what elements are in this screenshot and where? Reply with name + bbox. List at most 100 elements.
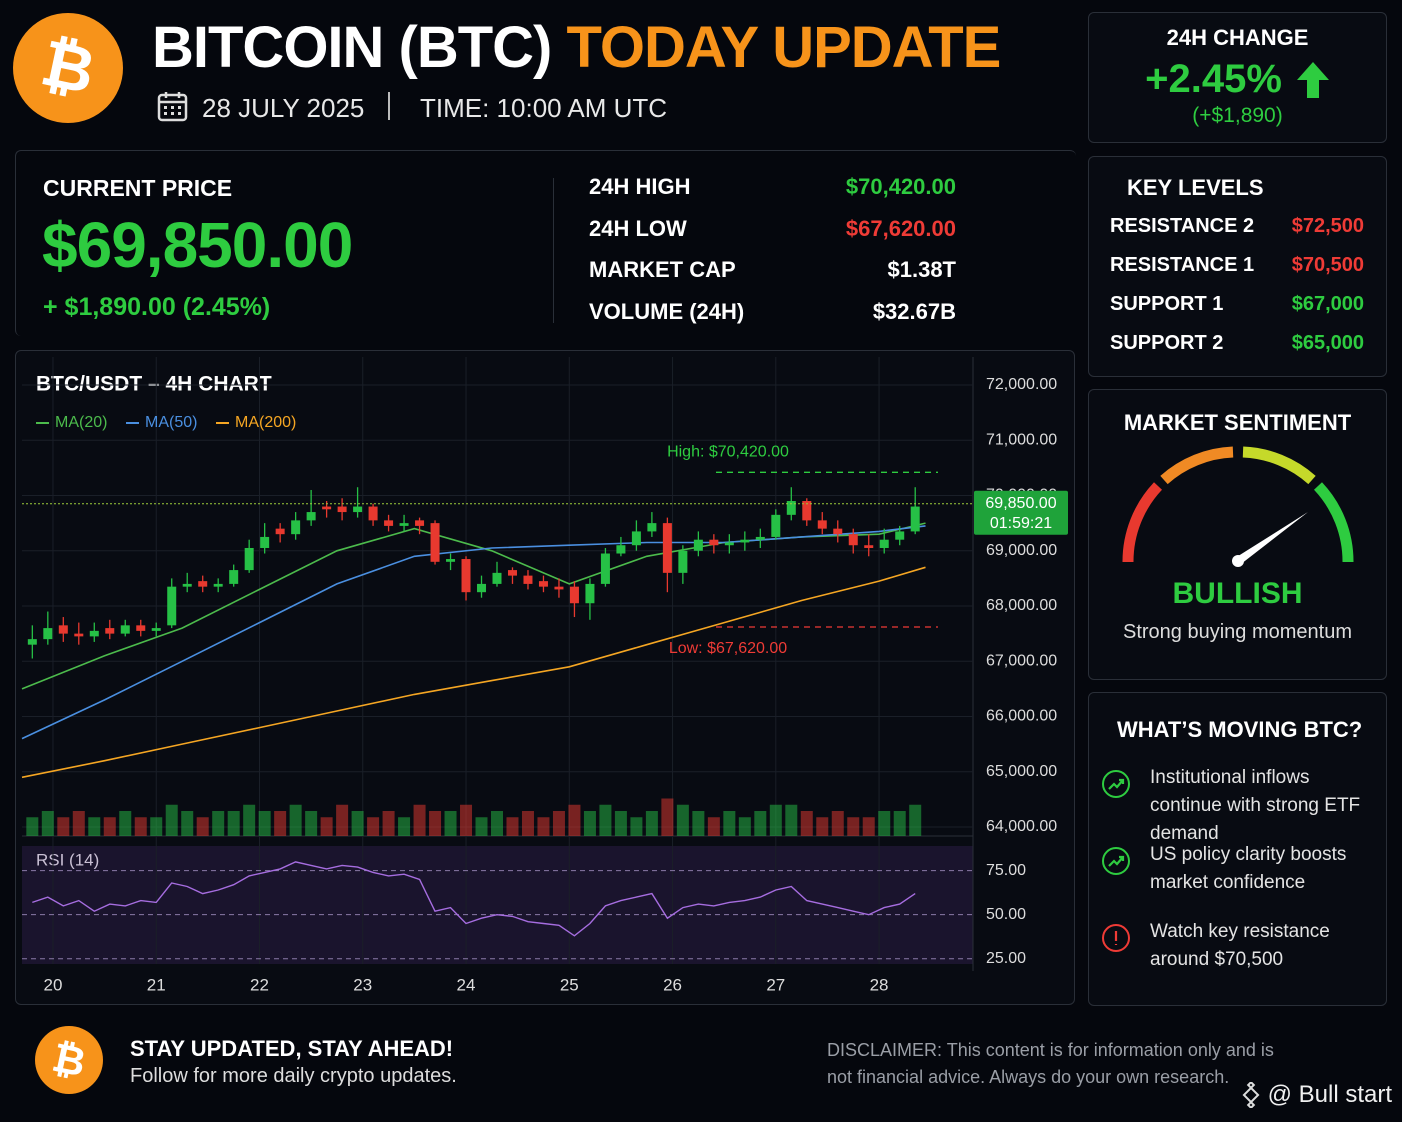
volume-bar bbox=[57, 817, 70, 836]
candle-body bbox=[864, 545, 874, 548]
volume-bar bbox=[398, 817, 411, 836]
change-card: 24H CHANGE +2.45% (+$1,890) bbox=[1088, 12, 1387, 143]
current-price: $69,850.00 bbox=[42, 209, 353, 281]
candle-body bbox=[662, 523, 672, 573]
level-row: RESISTANCE 2 $72,500 bbox=[1110, 215, 1364, 238]
candle-body bbox=[415, 520, 425, 526]
chart-title: BTC/USDT – 4H CHART bbox=[36, 373, 272, 396]
candle-body bbox=[771, 514, 781, 537]
volume-bar bbox=[491, 811, 503, 836]
volume-bar bbox=[196, 817, 209, 836]
stat-value: $32.67B bbox=[872, 298, 956, 324]
sentiment-status: BULLISH bbox=[1172, 577, 1303, 610]
legend-label: MA(200) bbox=[235, 414, 296, 431]
separator bbox=[388, 92, 390, 120]
level-label: RESISTANCE 2 bbox=[1110, 215, 1255, 237]
stat-row: MARKET CAP $1.38T bbox=[589, 257, 956, 283]
sentiment-title: MARKET SENTIMENT bbox=[1123, 410, 1352, 435]
candle-body bbox=[833, 528, 843, 535]
candle-body bbox=[213, 583, 223, 587]
y-tick-label: 68,000.00 bbox=[986, 597, 1057, 614]
last-price-label: 69,850.00 bbox=[985, 495, 1056, 512]
candle-body bbox=[631, 531, 641, 546]
candle-body bbox=[368, 506, 378, 521]
volume-bar bbox=[645, 811, 658, 836]
volume-bar bbox=[103, 817, 116, 836]
price-panel bbox=[15, 150, 1076, 336]
rsi-tick-label: 75.00 bbox=[986, 862, 1026, 879]
candle-body bbox=[105, 628, 115, 634]
candle-body bbox=[492, 572, 502, 584]
change-title: 24H CHANGE bbox=[1166, 25, 1309, 50]
item-icon bbox=[1102, 847, 1130, 875]
rsi-line bbox=[32, 861, 916, 937]
up-arrow bbox=[1296, 61, 1329, 98]
disclaimer: DISCLAIMER: This content is for informat… bbox=[827, 1037, 1277, 1091]
level-value: $72,500 bbox=[1291, 215, 1364, 237]
volume-bar bbox=[72, 811, 85, 836]
candle-body bbox=[693, 539, 703, 551]
gauge bbox=[1121, 446, 1354, 567]
watermark-text: @ Bull start bbox=[1267, 1081, 1392, 1108]
item-glyph bbox=[1108, 778, 1125, 790]
x-tick-label: 26 bbox=[663, 975, 682, 994]
candle-body bbox=[120, 625, 130, 634]
item-text: Watch key resistance around $70,500 bbox=[1150, 921, 1330, 970]
candle-body bbox=[399, 523, 409, 526]
rsi-tick-label: 25.00 bbox=[986, 950, 1026, 967]
candle-body bbox=[740, 539, 750, 543]
last-price-timer: 01:59:21 bbox=[990, 515, 1052, 532]
x-tick-label: 23 bbox=[353, 975, 372, 994]
moving-title: WHAT’S MOVING BTC? bbox=[1117, 717, 1363, 742]
candle-body bbox=[848, 534, 858, 546]
watermark: @ Bull start bbox=[1238, 1081, 1392, 1109]
candle-body bbox=[58, 625, 68, 634]
volume-bar bbox=[320, 817, 333, 836]
stat-value: $70,420.00 bbox=[845, 174, 956, 199]
volume-bar bbox=[382, 811, 395, 836]
volume-bar bbox=[460, 804, 473, 836]
candle-body bbox=[554, 586, 564, 590]
sentiment-note: Strong buying momentum bbox=[1122, 621, 1352, 643]
volume-bar bbox=[305, 811, 318, 836]
x-tick-label: 25 bbox=[560, 975, 579, 994]
volume-bar bbox=[909, 804, 922, 836]
logo: ₿ bbox=[13, 13, 123, 123]
candle-body bbox=[786, 501, 796, 515]
stat-row: 24H LOW $67,620.00 bbox=[589, 216, 956, 242]
volume-bar bbox=[134, 817, 147, 836]
stat-label: MARKET CAP bbox=[589, 257, 736, 282]
candle-body bbox=[89, 630, 99, 637]
disclaimer-label: DISCLAIMER: bbox=[827, 1040, 943, 1060]
volume-bar bbox=[878, 811, 891, 836]
calendar-icon bbox=[157, 92, 188, 122]
x-tick-label: 22 bbox=[250, 975, 269, 994]
change-percent: +2.45% bbox=[1145, 57, 1282, 101]
volume-bar bbox=[893, 811, 906, 836]
level-label: SUPPORT 2 bbox=[1110, 332, 1224, 354]
candle-body bbox=[569, 586, 579, 604]
annotation-label: Low: $67,620.00 bbox=[669, 640, 787, 657]
x-tick-label: 28 bbox=[870, 975, 889, 994]
volume-bar bbox=[506, 817, 519, 836]
volume-bar bbox=[800, 811, 813, 836]
volume-bar bbox=[289, 804, 302, 836]
volume-bar bbox=[88, 817, 101, 836]
item-glyph bbox=[1108, 855, 1125, 867]
y-tick-label: 65,000.00 bbox=[986, 763, 1057, 780]
moving: WHAT’S MOVING BTC? bbox=[1088, 692, 1387, 1006]
candle-body bbox=[910, 506, 920, 532]
volume-bar bbox=[754, 811, 767, 836]
logo-circle bbox=[13, 13, 123, 123]
volume-bar bbox=[243, 804, 256, 836]
ma-line bbox=[21, 525, 926, 740]
volume-bar bbox=[723, 811, 736, 836]
volume-bar bbox=[413, 804, 426, 836]
item-text: US policy clarity boosts market confiden… bbox=[1150, 844, 1347, 893]
stat-label: 24H HIGH bbox=[589, 174, 691, 199]
level-value: $65,000 bbox=[1291, 332, 1364, 354]
footer-headline: STAY UPDATED, STAY AHEAD! bbox=[130, 1036, 454, 1061]
gauge-arc bbox=[1159, 446, 1233, 485]
y-tick-label: 71,000.00 bbox=[986, 431, 1057, 448]
candle-body bbox=[291, 520, 301, 535]
